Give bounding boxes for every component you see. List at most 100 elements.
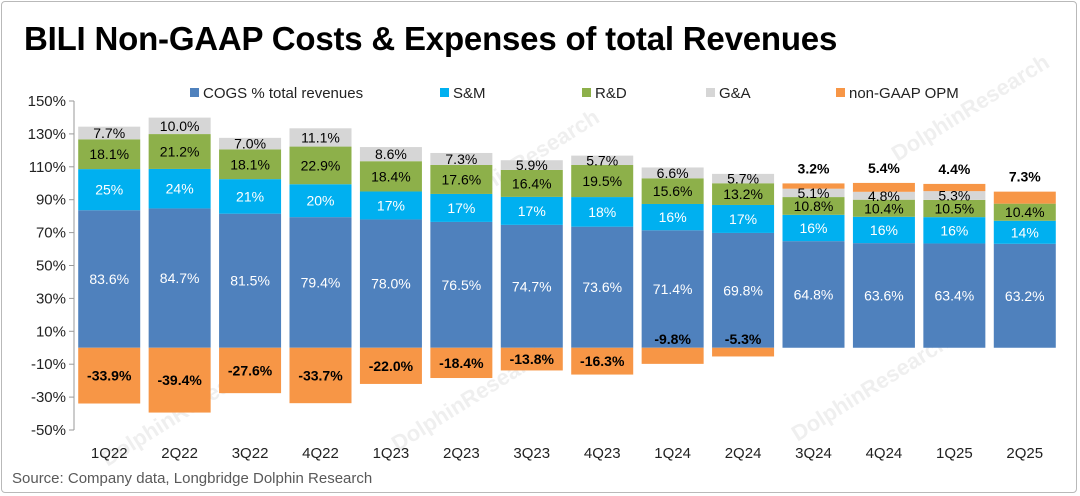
legend-swatch [706,88,715,97]
bar-segment [782,241,845,348]
x-tick-label: 1Q24 [654,445,691,462]
y-tick-label: -10% [31,356,66,373]
data-label: 18% [588,204,616,220]
bar-segment [219,179,282,214]
data-label: 16% [659,209,687,225]
bar-segment [289,347,352,404]
data-label: 5.7% [727,171,759,187]
x-tick-label: 4Q22 [302,445,339,462]
y-tick-label: 10% [36,323,66,340]
bar-segment [712,347,775,357]
bar-segment [219,347,282,394]
data-label: 78.0% [371,276,411,292]
legend-swatch [582,88,591,97]
data-label: -18.4% [439,355,484,371]
bar-segment [148,208,211,348]
y-tick-label: 90% [36,192,66,209]
bar-segment [430,164,493,194]
x-tick-label: 1Q25 [936,445,973,462]
data-label: 17% [518,203,546,219]
y-tick-label: 110% [29,159,66,176]
bar-segment [500,224,563,348]
bar-segment [148,347,211,413]
bar-segment [571,347,634,375]
bar-segment [923,217,986,244]
data-label: 21% [236,188,264,204]
bar-segment [148,117,211,135]
y-tick-label: 70% [36,225,66,242]
bar-segment [219,149,282,180]
bar-segment [993,243,1056,348]
bar-segment [712,173,775,184]
x-tick-label: 1Q23 [373,445,410,462]
bar-segment [782,188,845,198]
bar-segment [500,196,563,225]
data-label: -33.7% [298,367,343,383]
data-label: 69.8% [723,282,763,298]
bar-segment [993,191,1056,204]
bar-segment [782,197,845,215]
data-label: 11.1% [301,129,340,145]
data-label: 4.8% [868,188,900,204]
bar-segment [923,243,986,348]
bar-segment [500,160,563,170]
bar-segment [430,193,493,222]
x-tick-label: 2Q24 [725,445,762,462]
bar-segment [641,230,704,348]
bar-segment [78,210,141,348]
bar-segment [289,184,352,218]
bar-segment [430,347,493,379]
data-label: 16% [799,220,827,236]
legend-label: S&M [453,85,486,102]
bar-segment [923,183,986,192]
data-label: 5.9% [516,157,548,173]
data-label: 17.6% [442,171,482,187]
bar-segment [712,204,775,233]
data-label: 10.4% [864,200,904,216]
bar-segment [852,191,915,200]
data-label: 25% [95,182,123,198]
bar-segment [78,169,141,211]
x-tick-label: 3Q23 [513,445,550,462]
bar-segment [782,214,845,242]
bar-segment [852,243,915,348]
bar-segment [430,152,493,165]
x-tick-label: 2Q25 [1006,445,1043,462]
data-label: 10.5% [935,201,975,217]
data-label: 10.0% [160,118,200,134]
data-label: 10.8% [794,198,834,214]
bar-segment [641,347,704,364]
data-label: 76.5% [442,277,482,293]
data-label: 16% [940,222,968,238]
data-label: -9.8% [654,331,691,347]
data-label: 64.8% [794,286,834,302]
bar-segment [712,232,775,348]
data-label: 17% [729,211,757,227]
y-tick-label: -50% [31,422,66,439]
x-tick-label: 4Q23 [584,445,621,462]
data-label: 8.6% [375,146,407,162]
bar-segment [78,139,141,170]
bar-segment [78,126,141,140]
data-label: -27.6% [228,362,273,378]
bar-segment [993,203,1056,221]
x-tick-label: 2Q22 [161,445,198,462]
data-label: 18.4% [371,168,411,184]
bar-segment [148,168,211,209]
data-label: 21.2% [160,144,200,160]
bar-segment [500,347,563,371]
data-label: 74.7% [512,278,552,294]
data-label: 71.4% [653,281,693,297]
bar-segment [852,182,915,192]
data-label: 17% [377,197,405,213]
legend-label: non-GAAP OPM [849,85,959,102]
y-tick-label: 150% [28,93,66,110]
data-label: 3.2% [798,160,830,176]
bar-segment [782,183,845,189]
bar-segment [78,347,141,404]
bar-segment [148,134,211,169]
legend-label: R&D [595,85,627,102]
bar-segment [641,203,704,231]
y-tick-label: 130% [28,126,66,143]
